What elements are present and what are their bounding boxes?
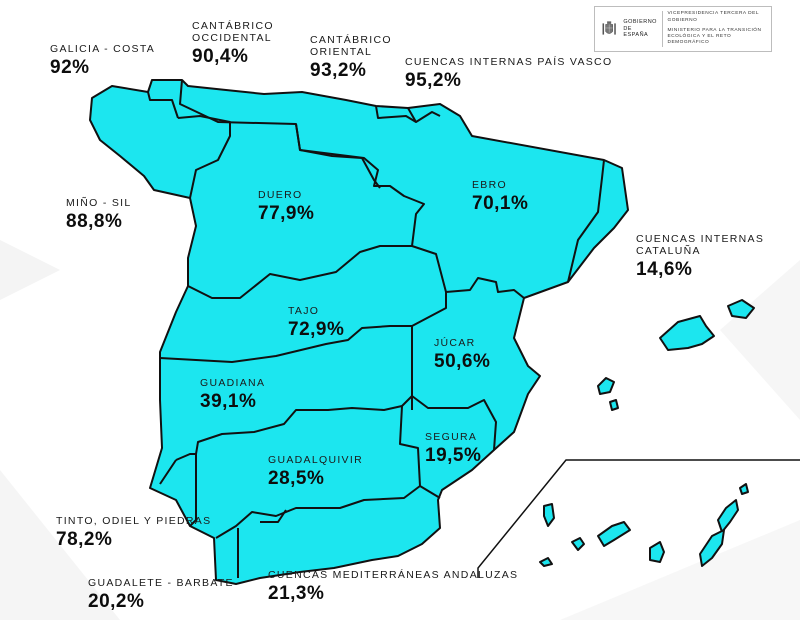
- island-formentera: [609, 399, 619, 411]
- coat-of-arms-icon: [602, 21, 616, 35]
- basin-name-line1: CUENCAS INTERNAS: [636, 233, 765, 245]
- basin-name: TINTO, ODIEL Y PIEDRAS: [56, 515, 212, 527]
- island-menorca: [727, 299, 755, 319]
- logo-divider: [661, 11, 663, 47]
- island-la-gomera: [571, 537, 585, 551]
- basin-cantabrico-occidental: CANTÁBRICO OCCIDENTAL 90,4%: [192, 20, 274, 66]
- basin-name: EBRO: [472, 179, 507, 191]
- basin-name-line2: OCCIDENTAL: [192, 32, 272, 45]
- basin-name: GUADALQUIVIR: [268, 454, 363, 466]
- island-el-hierro: [539, 557, 553, 567]
- mainland-outline: [89, 79, 629, 585]
- island-small: [739, 483, 749, 495]
- basin-name-line1: CANTÁBRICO: [192, 20, 274, 32]
- basin-cuencas-internas-cataluna: CUENCAS INTERNAS CATALUÑA 14,6%: [636, 233, 764, 279]
- island-lanzarote: [717, 499, 739, 533]
- gobierno-label: GOBIERNO DE ESPAÑA: [623, 18, 657, 39]
- basin-segura: SEGURA 19,5%: [425, 432, 481, 465]
- basin-mino-sil: MIÑO - SIL 88,8%: [66, 198, 132, 231]
- basin-percent: 92%: [50, 56, 90, 78]
- island-ibiza: [597, 377, 615, 395]
- basin-jucar: JÚCAR 50,6%: [434, 338, 490, 371]
- basin-tajo: TAJO 72,9%: [288, 306, 344, 339]
- basin-percent: 72,9%: [288, 318, 345, 340]
- basin-percent: 21,3%: [268, 582, 325, 604]
- canary-inset-frame: [477, 459, 800, 578]
- basin-galicia-costa: GALICIA - COSTA 92%: [50, 44, 155, 77]
- basin-percent: 77,9%: [258, 202, 315, 224]
- ministerio-text: MINISTERIO PARA LA TRANSICIÓN ECOLÓGICA …: [667, 27, 762, 46]
- basin-name: CUENCAS MEDITERRÁNEAS ANDALUZAS: [268, 569, 519, 581]
- basin-percent: 14,6%: [636, 259, 693, 281]
- basin-name: JÚCAR: [434, 337, 476, 349]
- basin-percent: 78,2%: [56, 528, 113, 550]
- vicepresidencia-text: VICEPRESIDENCIA TERCERA DEL GOBIERNO: [667, 11, 759, 23]
- basin-percent: 39,1%: [200, 390, 257, 412]
- island-gran-canaria: [649, 541, 665, 563]
- basin-name: CUENCAS INTERNAS PAÍS VASCO: [405, 56, 613, 68]
- basin-percent: 70,1%: [472, 192, 529, 214]
- basin-tinto-odiel-piedras: TINTO, ODIEL Y PIEDRAS 78,2%: [56, 516, 211, 549]
- island-la-palma: [543, 503, 555, 527]
- basin-percent: 50,6%: [434, 350, 491, 372]
- basin-guadiana: GUADIANA 39,1%: [200, 378, 265, 411]
- gobierno-de-espana-logo: GOBIERNO DE ESPAÑA VICEPRESIDENCIA TERCE…: [594, 6, 772, 52]
- basin-guadalete-barbate: GUADALETE - BARBATE 20,2%: [88, 578, 234, 611]
- basin-percent: 88,8%: [66, 210, 123, 232]
- basin-cantabrico-oriental: CANTÁBRICO ORIENTAL 93,2%: [310, 34, 392, 80]
- island-tenerife: [597, 521, 631, 547]
- basin-name: TAJO: [288, 305, 320, 317]
- ministry-label: VICEPRESIDENCIA TERCERA DEL GOBIERNO MIN…: [667, 11, 771, 46]
- basin-name: SEGURA: [425, 431, 478, 443]
- basin-percent: 28,5%: [268, 467, 325, 489]
- island-mallorca: [659, 315, 715, 351]
- basin-percent: 93,2%: [310, 60, 367, 82]
- basin-name: GALICIA - COSTA: [50, 43, 156, 55]
- basin-name: GUADIANA: [200, 377, 266, 389]
- basin-percent: 20,2%: [88, 590, 145, 612]
- basin-name-line1: CANTÁBRICO: [310, 34, 392, 46]
- basin-name-line2: CATALUÑA: [636, 245, 701, 258]
- basin-percent: 19,5%: [425, 444, 482, 466]
- basin-name: GUADALETE - BARBATE: [88, 577, 234, 589]
- basin-cuencas-mediterraneas-andaluzas: CUENCAS MEDITERRÁNEAS ANDALUZAS 21,3%: [268, 570, 518, 603]
- island-fuerteventura: [699, 529, 725, 567]
- basin-name: MIÑO - SIL: [66, 197, 132, 209]
- basin-guadalquivir: GUADALQUIVIR 28,5%: [268, 455, 363, 488]
- basin-ebro: EBRO 70,1%: [472, 180, 528, 213]
- basin-duero: DUERO 77,9%: [258, 190, 314, 223]
- basin-name-line2: ORIENTAL: [310, 46, 373, 59]
- basin-name: DUERO: [258, 189, 303, 201]
- basin-percent: 90,4%: [192, 46, 249, 68]
- basin-cuencas-internas-pais-vasco: CUENCAS INTERNAS PAÍS VASCO 95,2%: [405, 57, 612, 90]
- basin-percent: 95,2%: [405, 69, 462, 91]
